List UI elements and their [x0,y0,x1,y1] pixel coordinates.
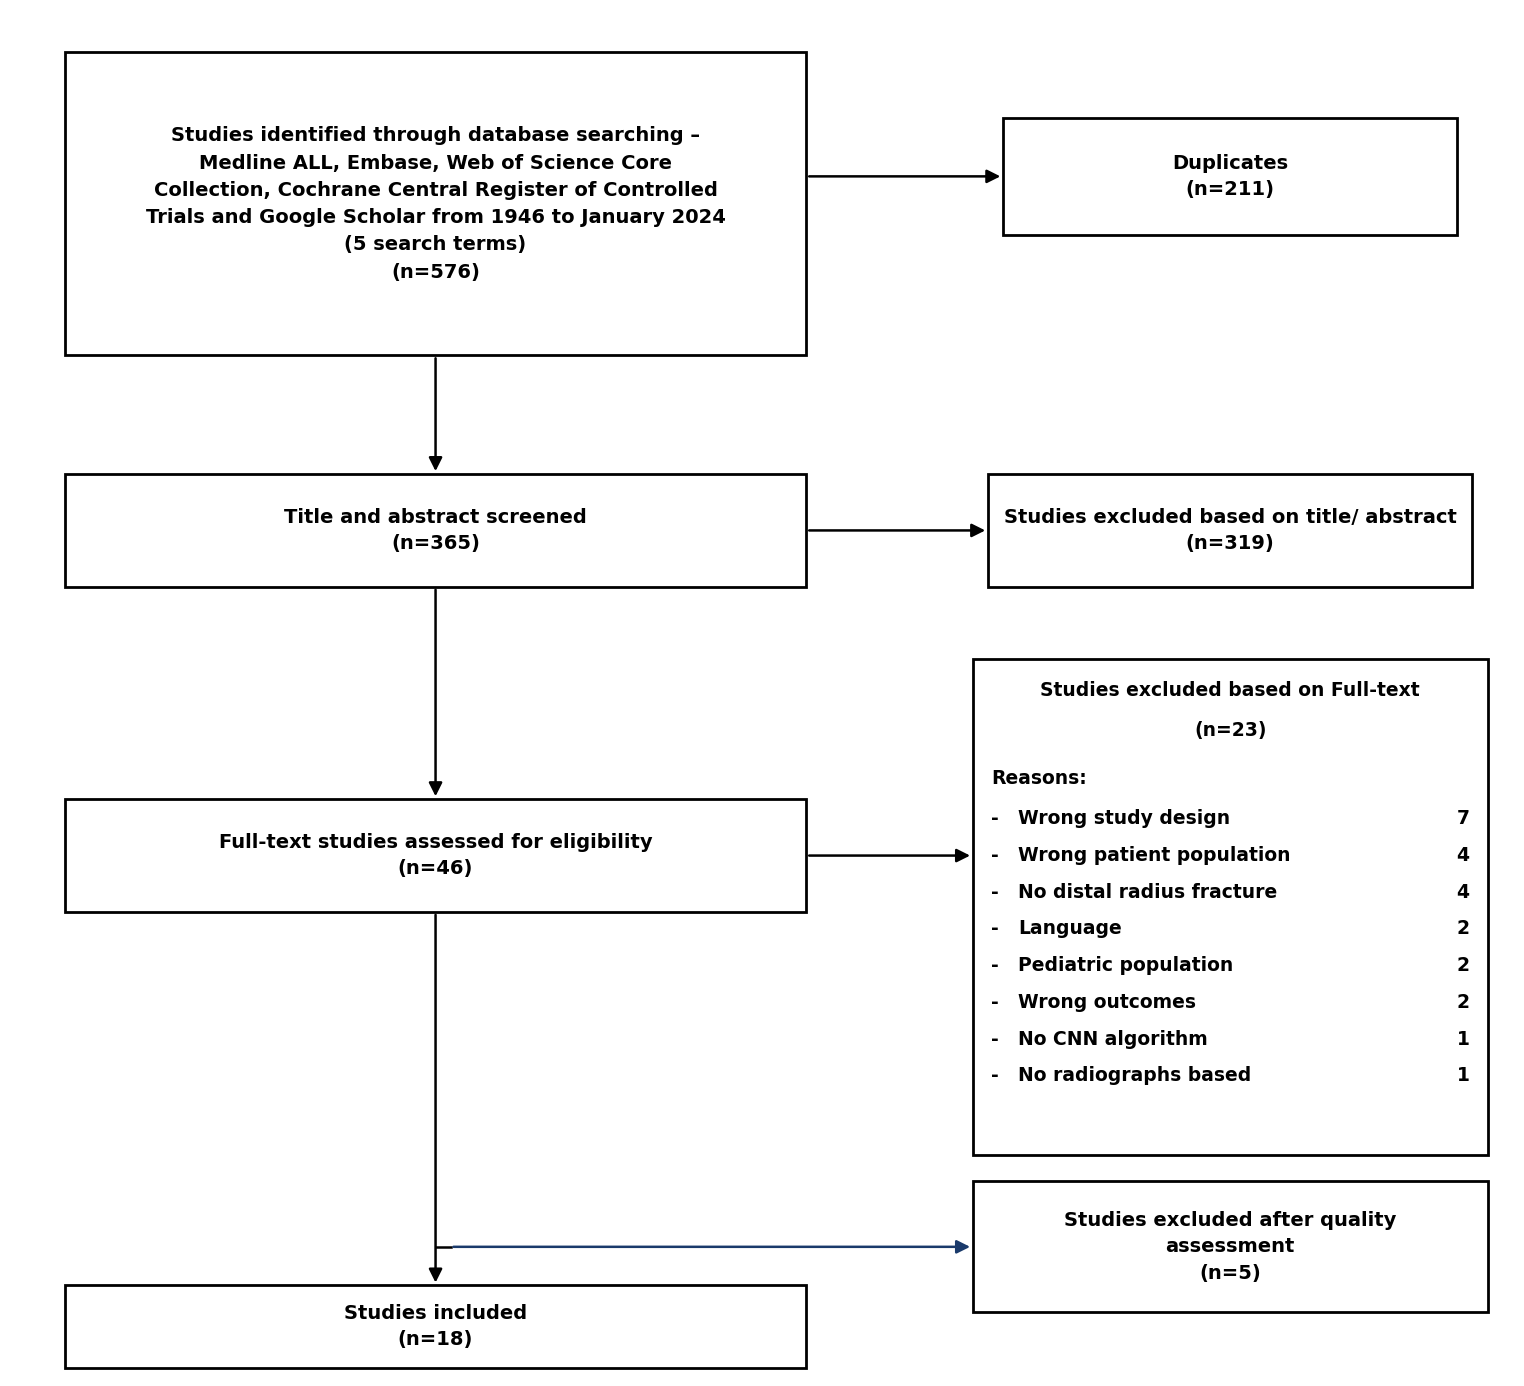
Text: -: - [991,992,998,1012]
FancyBboxPatch shape [972,1181,1487,1313]
FancyBboxPatch shape [1003,118,1457,234]
Text: -: - [991,845,998,865]
Text: -: - [991,1030,998,1049]
Text: Studies excluded based on Full-text: Studies excluded based on Full-text [1041,681,1420,700]
Text: Language: Language [1018,919,1122,938]
Text: Title and abstract screened
(n=365): Title and abstract screened (n=365) [283,507,587,553]
Text: -: - [991,919,998,938]
Text: 1: 1 [1457,1066,1469,1085]
Text: 2: 2 [1457,919,1469,938]
Text: Duplicates
(n=211): Duplicates (n=211) [1172,154,1288,200]
FancyBboxPatch shape [64,53,806,355]
FancyBboxPatch shape [988,474,1472,586]
Text: Pediatric population: Pediatric population [1018,956,1233,976]
Text: Wrong outcomes: Wrong outcomes [1018,992,1196,1012]
Text: Reasons:: Reasons: [991,769,1087,787]
Text: 2: 2 [1457,992,1469,1012]
Text: (n=23): (n=23) [1193,721,1266,740]
Text: Studies excluded based on title/ abstract
(n=319): Studies excluded based on title/ abstrac… [1004,507,1457,553]
Text: Full-text studies assessed for eligibility
(n=46): Full-text studies assessed for eligibili… [219,833,652,879]
Text: 2: 2 [1457,956,1469,976]
Text: Studies identified through database searching –
Medline ALL, Embase, Web of Scie: Studies identified through database sear… [146,126,725,281]
FancyBboxPatch shape [64,800,806,912]
Text: Wrong study design: Wrong study design [1018,809,1230,829]
Text: 4: 4 [1457,883,1469,902]
Text: No CNN algorithm: No CNN algorithm [1018,1030,1209,1049]
Text: -: - [991,1066,998,1085]
Text: Studies included
(n=18): Studies included (n=18) [344,1304,527,1350]
Text: No distal radius fracture: No distal radius fracture [1018,883,1277,902]
Text: -: - [991,809,998,829]
Text: 4: 4 [1457,845,1469,865]
Text: -: - [991,883,998,902]
Text: -: - [991,956,998,976]
Text: No radiographs based: No radiographs based [1018,1066,1251,1085]
FancyBboxPatch shape [64,1285,806,1368]
Text: 7: 7 [1457,809,1469,829]
Text: 1: 1 [1457,1030,1469,1049]
FancyBboxPatch shape [972,658,1487,1155]
Text: Wrong patient population: Wrong patient population [1018,845,1291,865]
FancyBboxPatch shape [64,474,806,586]
Text: Studies excluded after quality
assessment
(n=5): Studies excluded after quality assessmen… [1064,1211,1396,1283]
